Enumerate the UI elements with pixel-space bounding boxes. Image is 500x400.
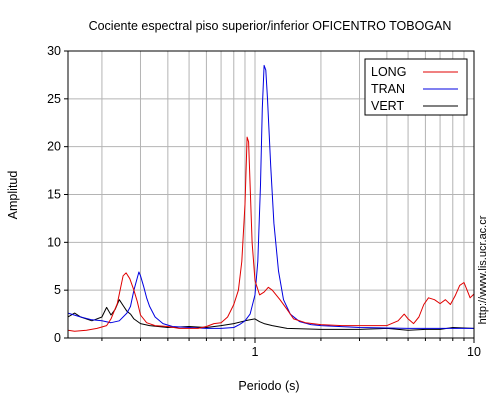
y-tick-label: 15 [47, 188, 61, 202]
legend-label-tran: TRAN [371, 82, 405, 96]
y-axis: 0 5 10 15 20 25 30 [47, 44, 68, 345]
x-tick-label: 10 [467, 345, 481, 359]
series-line-vert [68, 299, 474, 331]
y-tick-label: 25 [47, 92, 61, 106]
side-url-text: http://www.lis.ucr.ac.cr [477, 215, 489, 324]
legend-label-long: LONG [371, 65, 406, 79]
legend-label-vert: VERT [371, 99, 404, 113]
y-tick-label: 0 [54, 331, 61, 345]
x-axis: 1 10 [101, 338, 481, 359]
x-axis-label: Periodo (s) [238, 379, 299, 393]
y-tick-label: 20 [47, 140, 61, 154]
chart-title: Cociente espectral piso superior/inferio… [89, 19, 452, 33]
y-axis-label: Amplitud [6, 171, 20, 220]
x-tick-label: 1 [252, 345, 259, 359]
legend: LONG TRAN VERT [364, 58, 468, 116]
y-tick-label: 5 [54, 283, 61, 297]
series-line-long [68, 136, 474, 332]
y-tick-label: 30 [47, 44, 61, 58]
y-tick-label: 10 [47, 235, 61, 249]
series-layer [68, 64, 474, 332]
